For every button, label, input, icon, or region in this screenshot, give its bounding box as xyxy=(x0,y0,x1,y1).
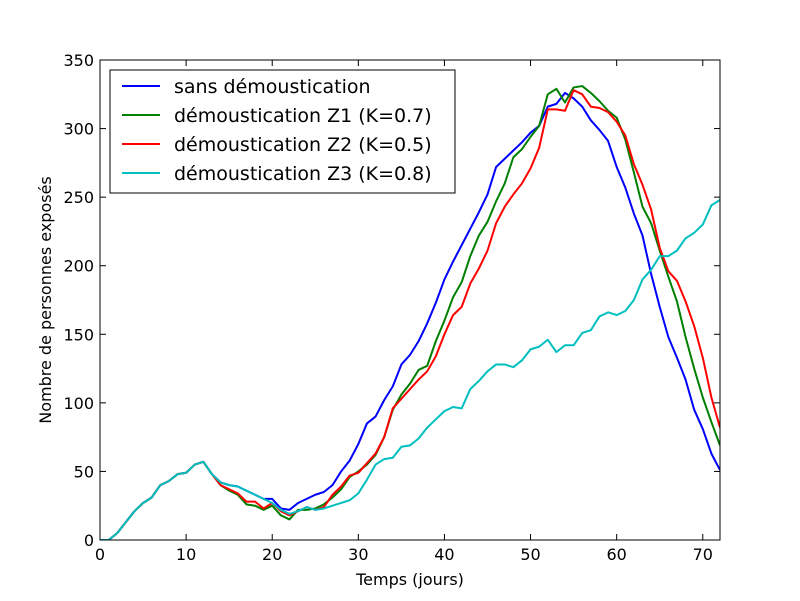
legend-frame xyxy=(109,69,456,194)
plot-frame xyxy=(99,59,721,541)
legend: sans démoustication démoustication Z1 (K=… xyxy=(109,69,456,194)
x-axis-label: Temps (jours) xyxy=(355,570,464,589)
ticks-layer: 0 10 20 30 40 50 60 70 0 50 100 150 200 250 300 350 xyxy=(63,51,720,564)
y-tick-label: 250 xyxy=(63,188,94,207)
legend-label-2: démoustication Z1 (K=0.7) xyxy=(174,105,432,127)
x-tick-label: 50 xyxy=(520,545,540,564)
x-tick-label: 0 xyxy=(95,545,105,564)
x-tick-label: 60 xyxy=(606,545,626,564)
x-tick-label: 40 xyxy=(434,545,454,564)
legend-label-3: démoustication Z2 (K=0.5) xyxy=(174,134,432,156)
legend-label-1: sans démoustication xyxy=(174,76,371,98)
y-tick-label: 50 xyxy=(74,462,94,481)
y-tick-label: 0 xyxy=(84,531,94,550)
y-axis-label: Nombre de personnes exposés xyxy=(36,176,55,423)
y-tick-label: 350 xyxy=(63,51,94,70)
y-tick-label: 150 xyxy=(63,325,94,344)
y-tick-label: 200 xyxy=(63,257,94,276)
legend-label-4: démoustication Z3 (K=0.8) xyxy=(174,163,432,185)
series-line-4 xyxy=(100,199,720,540)
x-tick-label: 30 xyxy=(348,545,368,564)
x-tick-label: 20 xyxy=(262,545,282,564)
x-tick-label: 70 xyxy=(693,545,713,564)
series-layer xyxy=(100,85,720,540)
y-tick-label: 300 xyxy=(63,120,94,139)
x-tick-label: 10 xyxy=(176,545,196,564)
y-tick-label: 100 xyxy=(63,394,94,413)
